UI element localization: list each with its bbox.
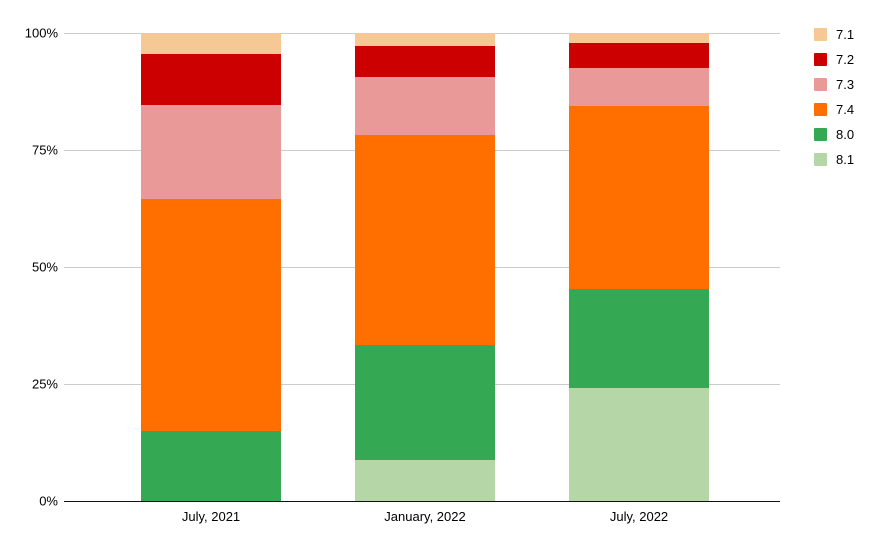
bar-segment-7-2[interactable] (569, 43, 709, 68)
bar-segment-8-1[interactable] (569, 387, 709, 501)
bar-segment-7-3[interactable] (141, 105, 281, 200)
bar-1 (141, 33, 281, 501)
bar-segment-7-1[interactable] (355, 33, 495, 47)
bar-segment-7-2[interactable] (141, 53, 281, 106)
legend-item-7-1[interactable]: 7.1 (814, 28, 854, 41)
y-axis-tick-label: 50% (31, 259, 58, 275)
x-axis-line (64, 501, 780, 502)
bar-3 (569, 33, 709, 501)
bar-2 (355, 33, 495, 501)
bar-segment-7-4[interactable] (141, 199, 281, 431)
legend-item-7-4[interactable]: 7.4 (814, 103, 854, 116)
legend-label: 7.2 (836, 52, 855, 67)
legend-swatch-icon (814, 53, 827, 66)
legend-swatch-icon (814, 78, 827, 91)
bar-segment-7-1[interactable] (569, 33, 709, 44)
legend-item-7-2[interactable]: 7.2 (814, 53, 854, 66)
bar-segment-8-0[interactable] (355, 344, 495, 460)
bar-segment-7-2[interactable] (355, 46, 495, 77)
y-axis-tick-label: 75% (31, 142, 58, 158)
y-axis-tick-label: 0% (39, 493, 58, 509)
legend-swatch-icon (814, 153, 827, 166)
bar-segment-7-4[interactable] (355, 135, 495, 345)
legend-label: 7.4 (836, 102, 855, 117)
bar-segment-8-0[interactable] (141, 430, 281, 501)
legend-item-8-0[interactable]: 8.0 (814, 128, 854, 141)
x-axis-category-label: July, 2021 (181, 509, 241, 524)
legend-swatch-icon (814, 28, 827, 41)
legend-label: 7.1 (836, 27, 855, 42)
bar-segment-7-3[interactable] (569, 67, 709, 107)
legend-item-7-3[interactable]: 7.3 (814, 78, 854, 91)
legend-label: 8.1 (836, 152, 855, 167)
bar-segment-7-1[interactable] (141, 33, 281, 54)
legend-item-8-1[interactable]: 8.1 (814, 153, 854, 166)
legend-label: 7.3 (836, 77, 855, 92)
legend-swatch-icon (814, 128, 827, 141)
x-axis-category-label: July, 2022 (609, 509, 669, 524)
y-axis-tick-label: 25% (31, 376, 58, 392)
y-axis-tick-label: 100% (24, 25, 58, 41)
bar-segment-7-3[interactable] (355, 77, 495, 136)
bar-segment-8-1[interactable] (355, 459, 495, 501)
legend-label: 8.0 (836, 127, 855, 142)
legend-swatch-icon (814, 103, 827, 116)
bar-segment-7-4[interactable] (569, 106, 709, 290)
bar-segment-8-0[interactable] (569, 289, 709, 388)
x-axis-category-label: January, 2022 (384, 509, 466, 524)
legend: 7.1 7.2 7.3 7.4 8.0 8.1 (814, 28, 854, 166)
